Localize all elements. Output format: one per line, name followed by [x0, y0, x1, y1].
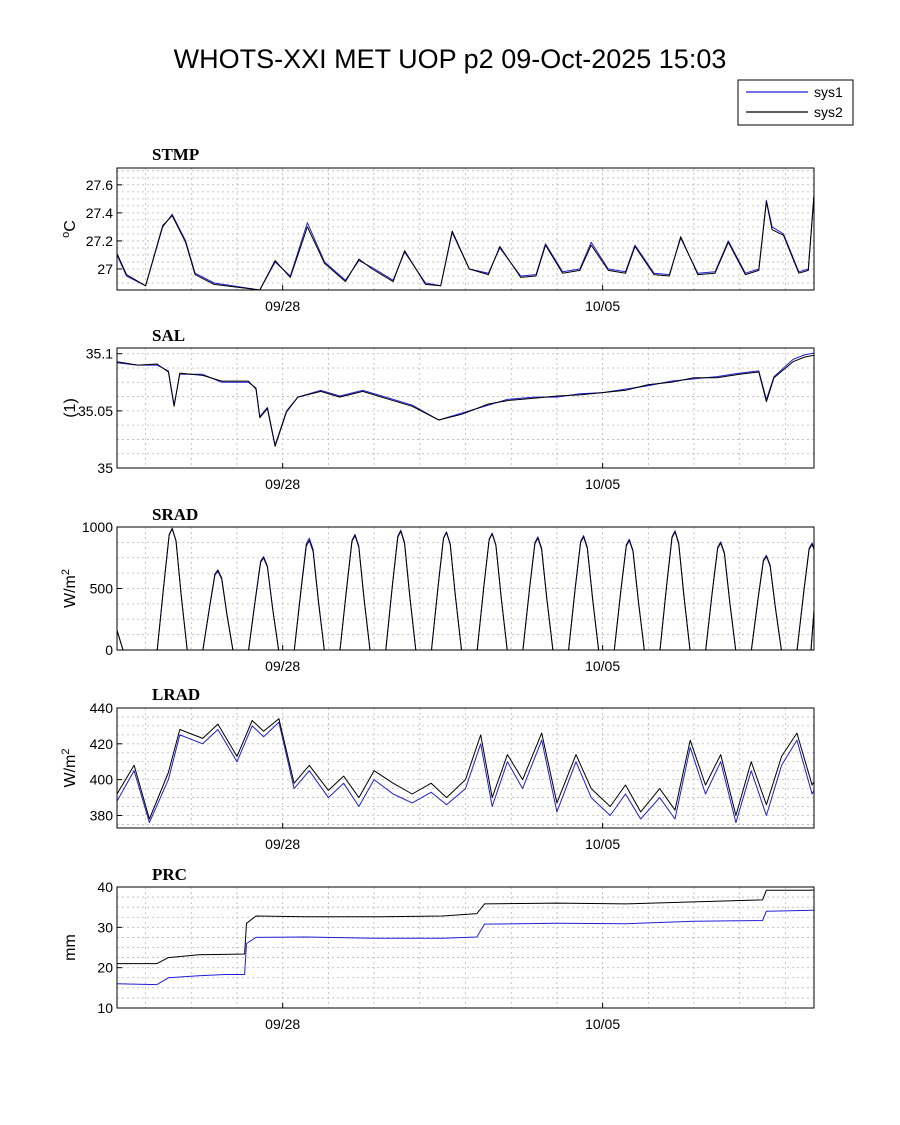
series-line-sys2	[117, 528, 814, 650]
y-tick-label: 500	[90, 581, 114, 597]
y-axis-label: oC	[60, 220, 79, 238]
y-tick-label: 27	[97, 261, 113, 277]
panel-stmp: 27 27.2 27.4 27.6 09/28 10/05 STMP oC	[60, 145, 815, 314]
panels: 27 27.2 27.4 27.6 09/28 10/05 STMP oC 35 35.05 35.…	[60, 145, 815, 1032]
y-tick-label: 20	[97, 960, 113, 976]
x-tick-label: 09/28	[265, 836, 300, 852]
y-tick-label: 420	[90, 736, 114, 752]
series-line-sys2	[117, 718, 814, 820]
panel-lrad: 380 400 420 440 09/28 10/05 LRAD W/m2	[60, 685, 815, 852]
y-tick-label: 10	[97, 1000, 113, 1016]
legend-label-sys1: sys1	[814, 84, 843, 100]
y-tick-label: 440	[90, 700, 114, 716]
y-tick-label: 400	[90, 772, 114, 788]
y-axis-label: mm	[62, 934, 79, 961]
axes-frame	[116, 347, 815, 469]
y-tick-label: 1000	[82, 519, 113, 535]
y-axis-label: (1)	[62, 398, 79, 418]
y-tick-label: 27.2	[86, 233, 113, 249]
y-axis-label: W/m2	[60, 749, 79, 788]
x-tick-label: 09/28	[265, 476, 300, 492]
legend-label-sys2: sys2	[814, 104, 843, 120]
panel-title: SAL	[152, 326, 185, 345]
x-tick-label: 10/05	[585, 658, 620, 674]
panel-srad: 0 500 1000 09/28 10/05 SRAD W/m2	[60, 505, 815, 674]
panel-prc: 10 20 30 40 09/28 10/05 PRC mm	[62, 865, 815, 1032]
y-axis-label: W/m2	[60, 569, 79, 608]
legend: sys1 sys2	[737, 79, 854, 126]
y-tick-label: 380	[90, 807, 114, 823]
series-line-sys2	[117, 187, 814, 290]
axes-frame	[116, 707, 815, 829]
x-tick-label: 10/05	[585, 476, 620, 492]
x-tick-label: 10/05	[585, 1016, 620, 1032]
y-tick-label: 40	[97, 879, 113, 895]
y-tick-label: 35.1	[86, 346, 113, 362]
y-tick-label: 30	[97, 919, 113, 935]
panel-title: STMP	[152, 145, 199, 164]
panel-sal: 35 35.05 35.1 09/28 10/05 SAL (1)	[62, 326, 815, 492]
legend-box	[737, 79, 854, 126]
x-tick-label: 09/28	[265, 1016, 300, 1032]
panel-title: PRC	[152, 865, 187, 884]
x-tick-label: 09/28	[265, 298, 300, 314]
y-tick-label: 27.6	[86, 177, 113, 193]
y-tick-label: 35	[97, 460, 113, 476]
axes-frame	[116, 167, 815, 291]
series-line-sys2	[117, 354, 814, 447]
figure-title: WHOTS-XXI MET UOP p2 09-Oct-2025 15:03	[174, 44, 727, 74]
x-tick-label: 10/05	[585, 836, 620, 852]
panel-title: LRAD	[152, 685, 200, 704]
y-tick-label: 35.05	[78, 403, 113, 419]
y-tick-label: 0	[105, 642, 113, 658]
x-tick-label: 10/05	[585, 298, 620, 314]
x-tick-label: 09/28	[265, 658, 300, 674]
panel-title: SRAD	[152, 505, 198, 524]
axes-frame	[116, 886, 815, 1009]
series-line-sys1	[117, 721, 814, 824]
y-tick-label: 27.4	[86, 205, 113, 221]
series-line-sys1	[117, 909, 814, 986]
series-line-sys2	[117, 889, 814, 965]
